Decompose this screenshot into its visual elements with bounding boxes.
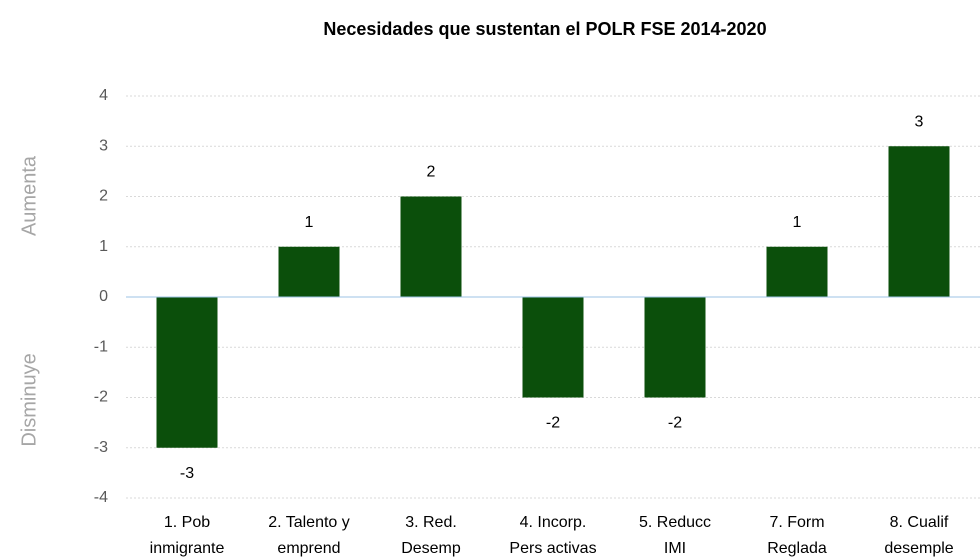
x-tick-label-line: emprend (277, 540, 340, 557)
bar (156, 297, 218, 448)
x-tick-label-line: Pers activas (509, 540, 596, 557)
data-label: 1 (793, 214, 802, 231)
y-tick-label: -1 (94, 338, 108, 355)
x-tick-label-line: 2. Talento y (268, 514, 350, 531)
data-label: 3 (915, 113, 924, 130)
chart-title: Necesidades que sustentan el POLR FSE 20… (323, 19, 766, 39)
data-label: 1 (305, 214, 314, 231)
y-tick-label: 3 (99, 137, 108, 154)
y-tick-label: -2 (94, 389, 108, 406)
x-tick-label: 1. Pob inmigrante (150, 514, 225, 557)
x-tick-label-line: inmigrante (150, 540, 225, 557)
bar (766, 246, 828, 297)
x-tick-label: 5. Reducc IMI (639, 514, 711, 557)
y-tick-label: 0 (99, 288, 108, 305)
x-tick-label-line: 4. Incorp. (520, 514, 587, 531)
x-tick-label-line: 3. Red. (405, 514, 457, 531)
x-tick-label-line: 5. Reducc (639, 514, 711, 531)
bar (400, 196, 462, 297)
data-label: 2 (427, 164, 436, 181)
y-tick-label: -3 (94, 439, 108, 456)
x-tick-label: 7. Form Reglada (767, 514, 827, 557)
x-tick-label-line: Reglada (767, 540, 827, 557)
x-tick-label-line: 8. Cualif (890, 514, 949, 531)
x-tick-label-line: desemple (884, 540, 953, 557)
x-tick-label: 8. Cualif desemple (884, 514, 953, 557)
y-tick-label: -4 (94, 489, 108, 506)
x-tick-label-line: IMI (664, 540, 686, 557)
bar (522, 297, 584, 398)
x-tick-label-line: 7. Form (769, 514, 824, 531)
x-tick-label-line: 1. Pob (164, 514, 210, 531)
y-tick-label: 1 (99, 238, 108, 255)
data-label: -2 (668, 415, 682, 432)
x-tick-label: 2. Talento y emprend (268, 514, 350, 557)
x-tick-label-line: Desemp (401, 540, 461, 557)
annotation: Aumenta (18, 155, 40, 236)
bar (644, 297, 706, 398)
data-label: -3 (180, 465, 194, 482)
x-tick-label: 3. Red. Desemp (401, 514, 461, 557)
data-label: -2 (546, 415, 560, 432)
y-tick-label: 2 (99, 188, 108, 205)
annotation: Disminuye (18, 353, 40, 446)
bar (278, 246, 340, 297)
y-tick-label: 4 (99, 87, 108, 104)
bar (888, 146, 950, 297)
x-tick-label: 4. Incorp. Pers activas (509, 514, 596, 557)
